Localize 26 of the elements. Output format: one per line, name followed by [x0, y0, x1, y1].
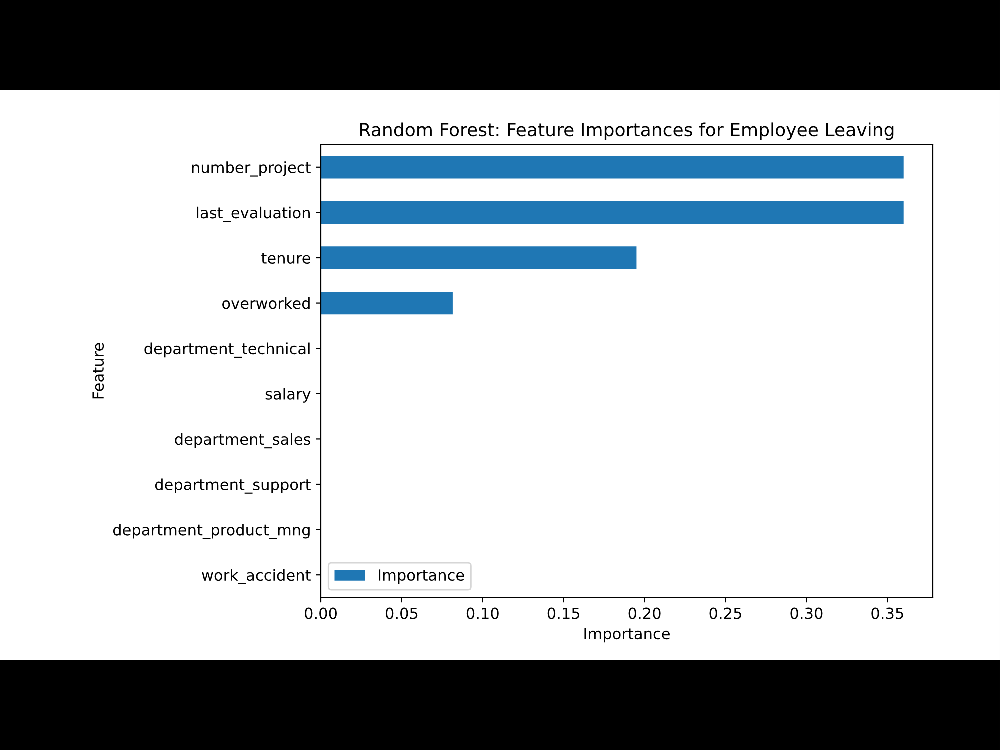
- y-tick-label: department_sales: [175, 433, 311, 449]
- bar: [321, 246, 637, 270]
- x-tick-label: 0.15: [548, 608, 580, 620]
- x-tick-label: 0.00: [305, 608, 337, 620]
- y-tick-label: last_evaluation: [197, 206, 310, 222]
- bar: [321, 292, 453, 315]
- y-tick-label: overworked: [222, 297, 310, 310]
- x-tick-label: 0.20: [628, 608, 661, 620]
- chart-title: Random Forest: Feature Importances for Employee Leaving: [360, 122, 894, 140]
- bar: [321, 156, 904, 179]
- y-tick-label: work_accident: [202, 569, 311, 585]
- y-tick-label: number_project: [192, 162, 311, 177]
- x-axis-title: Importance: [584, 628, 670, 643]
- x-tick-label: 0.25: [710, 608, 742, 620]
- x-tick-label: 0.30: [790, 608, 823, 620]
- x-tick-label: 0.10: [466, 608, 499, 620]
- x-tick-label: 0.35: [872, 608, 904, 620]
- y-tick-label: tenure: [262, 253, 310, 264]
- y-tick-label: department_support: [155, 478, 311, 494]
- legend-label: Importance: [379, 570, 464, 584]
- y-tick-label: department_product_mng: [113, 524, 310, 540]
- y-tick-label: department_technical: [144, 342, 310, 358]
- x-tick-label: 0.05: [386, 608, 418, 620]
- y-axis-title: Feature: [92, 343, 104, 399]
- bar: [321, 201, 904, 224]
- y-tick-label: salary: [266, 388, 311, 403]
